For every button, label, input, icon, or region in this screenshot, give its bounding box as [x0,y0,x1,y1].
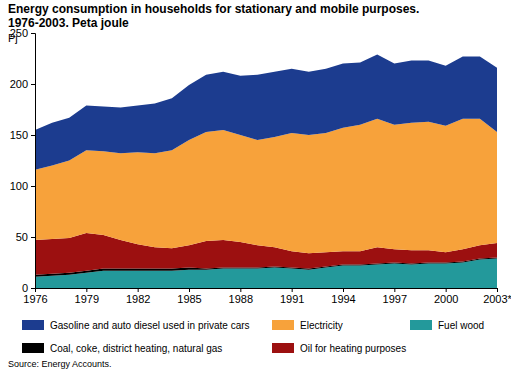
tick: 1988 [229,288,253,305]
tick: 1982 [126,288,150,305]
tick: 1991 [280,288,304,305]
title: Energy consumption in households for sta… [8,2,419,16]
legend-item: Fuel wood [410,320,484,331]
tick-mark [31,288,35,289]
legend-swatch [22,343,44,353]
tick-mark [446,288,447,292]
legend-swatch [272,343,294,353]
tick-mark [138,288,139,292]
plot-area [35,54,497,288]
tick-label: 1979 [75,293,99,305]
tick: 1994 [331,288,355,305]
tick-mark [31,237,35,238]
tick: 150 [10,129,35,141]
tick-label: 200 [10,78,28,90]
tick-label: 1994 [331,293,355,305]
area [35,54,497,169]
tick-label: 2003* [483,293,511,305]
tick-mark [343,288,344,292]
legend-item: Gasoline and auto diesel used in private… [22,320,250,331]
tick-label: 1985 [177,293,201,305]
tick: 50 [16,231,35,243]
axis-line [31,34,36,289]
tick: 200 [10,78,35,90]
tick-mark [31,84,35,85]
legend-label: Oil for heating purposes [300,343,406,354]
tick-label: 50 [16,231,28,243]
tick-label: 1991 [280,293,304,305]
tick-label: 100 [10,180,28,192]
legend-item: Coal, coke, district heating, natural ga… [22,343,222,354]
legend-item: Oil for heating purposes [272,343,406,354]
tick: 2003* [483,288,511,305]
tick-label: 2000 [434,293,458,305]
tick-mark [394,288,395,292]
legend-label: Coal, coke, district heating, natural ga… [50,343,222,354]
legend-label: Fuel wood [438,320,484,331]
tick-mark [86,288,87,292]
legend-swatch [410,320,432,330]
legend-swatch [22,320,44,330]
tick-label: 1988 [229,293,253,305]
y-axis: 050100150200250 [10,27,36,294]
tick-label: 1982 [126,293,150,305]
tick-mark [240,288,241,292]
legend-label: Gasoline and auto diesel used in private… [50,320,250,331]
tick: 2000 [434,288,458,305]
x-axis: 1976 1979 1982 1985 1988 1991 1994 1997 2000 2003… [23,288,511,305]
tick-label: 1976 [23,293,47,305]
tick-mark [292,288,293,292]
tick: 1976 [23,288,47,305]
tick-mark [31,33,35,34]
legend-swatch [272,320,294,330]
chart: Energy consumption in households for sta… [0,0,511,372]
tick-label: 150 [10,129,28,141]
tick-mark [31,186,35,187]
tick-mark [497,288,498,292]
legend-item: Electricity [272,320,343,331]
tick: 250 [10,27,35,39]
tick-label: 250 [10,27,28,39]
tick-mark [35,288,36,292]
tick: 1979 [75,288,99,305]
legend-label: Electricity [300,320,343,331]
source: Source: Energy Accounts. [8,359,112,369]
legend: Fuel wood Coal, coke, district heating, n… [22,320,484,354]
axis-line [36,289,498,293]
tick-mark [31,135,35,136]
tick-mark [189,288,190,292]
tick: 1985 [177,288,201,305]
tick: 1997 [383,288,407,305]
tick-label: 1997 [383,293,407,305]
tick: 100 [10,180,35,192]
